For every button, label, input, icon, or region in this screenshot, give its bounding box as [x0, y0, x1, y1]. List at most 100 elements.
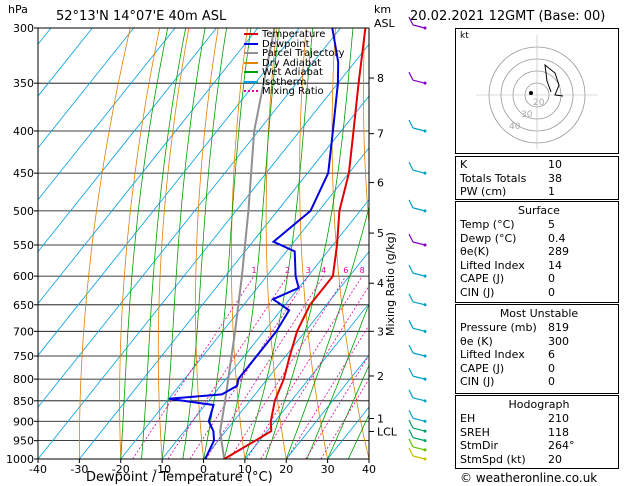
row-value: 0.4: [548, 231, 566, 245]
row-value: 0: [548, 361, 555, 375]
row-value: 819: [548, 321, 569, 334]
legend-item-5: Isotherm: [244, 76, 374, 88]
table-row: Lifted Index 6: [456, 348, 616, 361]
mixing-ratio-line: [205, 275, 324, 459]
legend-label: Mixing Ratio: [262, 86, 324, 97]
storm-motion-dot: [529, 91, 533, 95]
wind-barb-dot-500: [423, 209, 427, 213]
wind-barb-dot-600: [423, 274, 427, 278]
isotherm: [285, 354, 369, 459]
wind-barb-dot-300: [423, 26, 427, 30]
pressure-tick-950: 950: [13, 435, 34, 448]
row-label: Dewp (°C): [460, 231, 517, 245]
km-tick-1: 1: [377, 412, 384, 425]
hodograph-ring-label-40: 40: [509, 122, 521, 132]
wind-barb-dot-450: [423, 171, 427, 175]
isotherm: [38, 28, 176, 201]
wind-barb-975: [412, 446, 426, 451]
row-value: 1: [548, 185, 555, 199]
legend-item-4: Wet Adiabat: [244, 68, 374, 78]
row-label: Temp (°C): [460, 218, 515, 231]
surface-panel: Surface Temp (°C) 5 Dewp (°C) 0.4 θe(K) 289 Li…: [455, 201, 619, 303]
isotherm: [38, 28, 217, 253]
x-tick--40: -40: [29, 463, 47, 476]
hpa-label: hPa: [8, 3, 28, 16]
mixing-ratio-label-10: 10: [370, 266, 380, 275]
hodograph-trace: [544, 63, 564, 97]
legend-swatch: [244, 33, 258, 35]
asl-label: ASL: [374, 17, 395, 30]
hodograph-unit-label: kt: [460, 31, 469, 41]
indices-panel: K 10 Totals Totals 38 PW (cm) 1: [455, 156, 619, 200]
legend-label: Temperature: [262, 29, 326, 40]
row-label: PW (cm): [460, 185, 507, 199]
pressure-tick-650: 650: [13, 299, 34, 312]
row-label: CIN (J): [460, 375, 495, 389]
row-value: 0: [548, 286, 555, 299]
mixing-ratio-line: [246, 275, 363, 459]
copyright: © weatheronline.co.uk: [460, 471, 598, 485]
wind-barb-dot-700: [423, 329, 427, 333]
table-row: StmDir 264°: [456, 439, 616, 452]
wind-barb-600: [412, 272, 426, 277]
isotherm: [79, 95, 369, 459]
row-value: 20: [548, 452, 562, 466]
row-label: CIN (J): [460, 286, 495, 299]
wind-barb-350: [412, 79, 426, 84]
dry-adiabat: [299, 28, 328, 459]
row-value: 10: [548, 158, 562, 171]
legend-swatch: [244, 42, 258, 45]
wind-barb-1000: [412, 455, 426, 460]
wind-barb-900: [412, 417, 426, 422]
most-unstable-title: Most Unstable: [499, 307, 579, 320]
row-value: 0: [548, 272, 555, 286]
pressure-tick-600: 600: [13, 270, 34, 283]
hodograph-panel: 40 30 20 kt: [455, 28, 619, 154]
km-tick-2: 2: [377, 370, 384, 383]
table-row: θe(K) 289: [456, 245, 616, 258]
wet-adiabat: [327, 364, 369, 459]
mixing-ratio-label-1: 1: [251, 266, 256, 275]
legend-label: Isotherm: [262, 76, 307, 88]
wind-barb-dot-650: [423, 303, 427, 307]
wet-adiabat: [161, 28, 206, 459]
isotherm: [120, 147, 369, 459]
x-tick--10: -10: [153, 463, 171, 476]
table-row: Lifted Index 14: [456, 259, 616, 272]
wind-barb-925: [412, 427, 426, 432]
dewpoint-line: [168, 28, 340, 459]
x-tick--20: -20: [112, 463, 130, 476]
x-tick-20: 20: [279, 463, 293, 476]
row-value: 118: [548, 425, 569, 439]
wind-barb-flag-750: [408, 344, 414, 354]
row-value: 14: [548, 258, 562, 272]
isotherm: [38, 28, 259, 305]
pressure-tick-1000: 1000: [6, 453, 34, 466]
km-label: km: [374, 3, 392, 16]
wind-barb-flag-700: [408, 320, 414, 329]
wet-adiabat: [141, 28, 187, 459]
row-value: 289: [548, 245, 569, 259]
row-label: SREH: [460, 425, 490, 439]
wind-barb-500: [412, 207, 426, 212]
legend-label: Dry Adiabat: [262, 57, 322, 69]
hodograph-table-panel: Hodograph EH 210 SREH 118 StmDir 264° StmSpd (…: [455, 395, 619, 469]
isotherm: [38, 43, 369, 459]
wind-barb-flag-925: [408, 419, 414, 429]
parcel-trajectory-line: [219, 28, 276, 459]
wet-adiabat: [265, 28, 354, 459]
table-row: EH 210: [456, 412, 616, 425]
wind-barb-700: [412, 327, 426, 332]
legend-item-2: Parcel Trajectory: [244, 49, 374, 59]
table-row: Temp (°C) 5: [456, 218, 616, 231]
x-tick-30: 30: [321, 463, 335, 476]
table-row: PW (cm) 1: [456, 185, 616, 198]
dry-adiabat: [79, 28, 131, 459]
wind-barb-dot-1000: [423, 457, 427, 461]
table-row: CIN (J) 0: [456, 375, 616, 388]
legend-swatch: [244, 61, 258, 64]
mixing-ratio-line: [260, 285, 369, 459]
wind-barb-dot-350: [423, 81, 427, 85]
